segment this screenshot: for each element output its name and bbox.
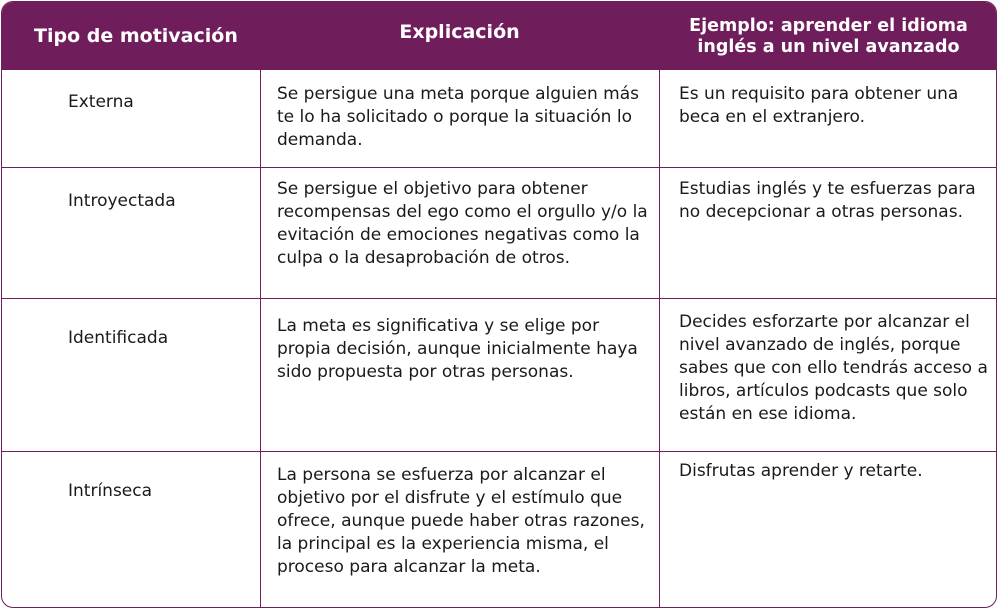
cell-explicacion: La meta es significativa y se elige por … [277, 316, 638, 382]
column-divider [659, 69, 660, 607]
cell-explicacion: Se persigue una meta porque alguien más … [277, 84, 639, 150]
column-divider [260, 69, 261, 607]
cell-explicacion: Se persigue el objetivo para obtener rec… [277, 179, 648, 268]
cell-ejemplo: Estudias inglés y te esfuerzas para no d… [679, 179, 976, 222]
header-explicacion: Explicación [399, 20, 520, 43]
cell-ejemplo: Decides esforzarte por alcanzar el nivel… [679, 312, 988, 424]
table-header: Tipo de motivación Explicación Ejemplo: … [2, 2, 996, 69]
cell-explicacion: La persona se esfuerza por alcanzar el o… [277, 465, 645, 577]
cell-tipo: Intrínseca [68, 481, 153, 501]
cell-tipo: Introyectada [68, 191, 176, 211]
table-row: Externa Se persigue una meta porque algu… [2, 69, 996, 167]
cell-ejemplo: Disfrutas aprender y retarte. [679, 461, 923, 481]
cell-tipo: Externa [68, 92, 134, 112]
header-ejemplo-line2: inglés a un nivel avanzado [697, 36, 960, 57]
header-ejemplo-line1: Ejemplo: aprender el idioma [689, 15, 968, 36]
header-tipo: Tipo de motivación [34, 24, 238, 47]
cell-ejemplo: Es un requisito para obtener una beca en… [679, 84, 959, 127]
cell-tipo: Identificada [68, 328, 169, 348]
table-row: Introyectada Se persigue el objetivo par… [2, 167, 996, 298]
table-row: Intrínseca La persona se esfuerza por al… [2, 451, 996, 607]
table-row: Identificada La meta es significativa y … [2, 298, 996, 451]
header-ejemplo: Ejemplo: aprender el idioma inglés a un … [659, 2, 996, 69]
